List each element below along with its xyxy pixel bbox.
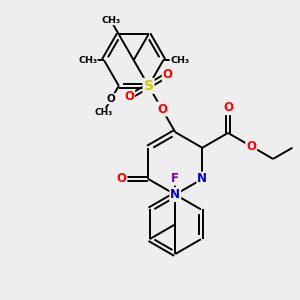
Text: S: S <box>143 79 154 93</box>
Text: O: O <box>116 172 127 185</box>
Text: N: N <box>170 188 180 201</box>
Text: CH₃: CH₃ <box>78 56 97 64</box>
Text: N: N <box>197 172 207 185</box>
Text: F: F <box>171 172 179 185</box>
Text: O: O <box>107 94 116 104</box>
Text: O: O <box>157 103 167 116</box>
Text: CH₃: CH₃ <box>101 16 120 25</box>
Text: CH₃: CH₃ <box>170 56 189 64</box>
Text: CH₃: CH₃ <box>94 108 112 117</box>
Text: O: O <box>246 140 256 153</box>
Text: O: O <box>124 91 134 103</box>
Text: O: O <box>223 101 233 114</box>
Text: O: O <box>163 68 173 81</box>
